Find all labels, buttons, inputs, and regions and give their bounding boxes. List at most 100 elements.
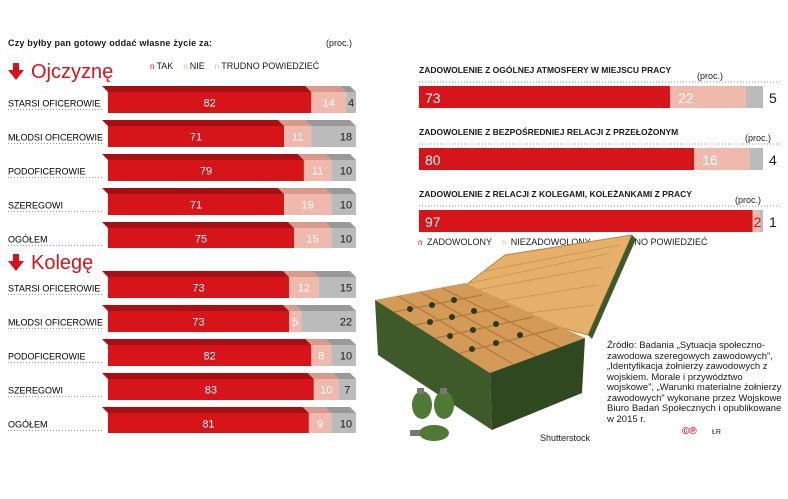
value-label-no: 9 — [317, 419, 323, 431]
unit-label-left: (proc.) — [326, 38, 353, 48]
bar-unsure — [318, 277, 356, 298]
bar-no — [289, 277, 319, 298]
satisfaction-bar-yes — [419, 148, 695, 170]
bar-top-face — [332, 373, 356, 379]
bar-top-face — [307, 373, 339, 379]
bar-top-face — [325, 222, 356, 228]
bar-yes — [108, 277, 290, 298]
value-label-yes: 83 — [205, 385, 217, 397]
bar-no — [308, 413, 332, 434]
satisfaction-category-label: ZADOWOLENIE Z RELACJI Z KOLEGAMI, KOLEŻA… — [419, 189, 692, 199]
bar-yes — [108, 345, 312, 366]
chart-colleague: STARSI OFICEROWIE 73 12 15 MŁODSI OFICEROWIE… — [0, 263, 370, 434]
row-label: STARSI OFICEROWIE — [8, 284, 100, 294]
bar-no — [313, 379, 339, 400]
bar-yes — [108, 311, 290, 332]
row-label: OGÓŁEM — [8, 235, 48, 245]
bar-unsure — [331, 413, 356, 434]
value-label-unsure: 10 — [340, 419, 352, 431]
bar-unsure — [311, 126, 356, 147]
bar-top-face — [102, 407, 309, 413]
legend-swatch-dissatisfied: n — [501, 238, 507, 247]
satisfaction-value-yes: 80 — [425, 152, 441, 168]
row-label: MŁODSI OFICEROWIE — [8, 133, 103, 143]
bar-top-face — [102, 86, 312, 92]
bar-top-face — [340, 86, 356, 92]
value-label-unsure: 4 — [348, 98, 354, 110]
value-label-unsure: 7 — [344, 385, 350, 397]
grenades-in-box — [407, 297, 523, 352]
value-label-yes: 75 — [195, 234, 207, 246]
bar-yes — [108, 228, 294, 249]
value-label-unsure: 10 — [340, 166, 352, 178]
value-label-yes: 73 — [192, 283, 204, 295]
legend-swatch-satisfied: n — [418, 238, 423, 247]
value-label-no: 8 — [318, 351, 324, 363]
bar-top-face — [305, 120, 356, 126]
box-front — [375, 300, 492, 430]
loose-grenades — [410, 388, 454, 441]
author-initials: ŁR — [712, 429, 721, 436]
satisfaction-bar-unsure — [749, 148, 763, 170]
bar-top-face — [312, 271, 356, 277]
bar-yes — [108, 92, 312, 113]
unit-label-right: (proc.) — [735, 195, 761, 205]
value-label-unsure: 10 — [340, 351, 352, 363]
ammo-box-illustration — [375, 234, 636, 441]
bar-top-face — [305, 339, 332, 345]
bar-top-face — [102, 154, 304, 160]
bar-top-face — [325, 154, 356, 160]
bar-no — [303, 160, 332, 181]
bar-top-face — [305, 86, 347, 92]
satisfaction-value-unsure: 1 — [769, 214, 777, 230]
value-label-yes: 73 — [192, 317, 204, 329]
satisfaction-value-no: 2 — [754, 214, 762, 230]
bar-top-face — [325, 188, 356, 194]
bar-no — [311, 345, 332, 366]
legend-swatch-yes: n — [150, 62, 155, 71]
value-label-no: 11 — [312, 166, 323, 178]
chart-homeland: STARSI OFICEROWIE 82 14 4 MŁODSI OFICEROWIE 7… — [0, 78, 370, 249]
legend-item-unsure: n TRUDNO POWIEDZIEĆ — [214, 61, 320, 71]
bar-top-face — [283, 305, 302, 311]
bar-unsure — [331, 194, 356, 215]
value-label-yes: 81 — [202, 419, 214, 431]
value-label-no: 12 — [298, 283, 310, 295]
bar-yes — [108, 126, 285, 147]
bar-yes — [108, 413, 309, 434]
bar-no — [289, 311, 302, 332]
satisfaction-bar-yes — [419, 210, 753, 232]
source-caption: Źródło: Badania „Sytuacja społeczno-zawo… — [607, 340, 782, 425]
bar-unsure — [331, 228, 356, 249]
satisfaction-bar-yes — [419, 86, 671, 108]
satisfaction-value-yes: 73 — [425, 90, 441, 106]
bar-top-face — [102, 222, 294, 228]
chart-satisfaction: ZADOWOLENIE Z OGÓLNEJ ATMOSFERY W MIEJSC… — [415, 62, 788, 252]
satisfaction-bar-unsure — [745, 86, 763, 108]
value-label-yes: 79 — [200, 166, 212, 178]
satisfaction-category-label: ZADOWOLENIE Z BEZPOŚREDNIEJ RELACJI Z PR… — [419, 126, 678, 137]
bar-top-face — [102, 305, 290, 311]
row-label: MŁODSI OFICEROWIE — [8, 318, 103, 328]
satisfaction-bar-no — [670, 86, 746, 108]
bar-no — [284, 194, 332, 215]
bar-unsure — [346, 92, 356, 113]
section-title-colleague: Kolegę — [31, 252, 94, 274]
bar-top-face — [102, 188, 285, 194]
question-title: Czy byłby pan gotowy oddać własne życie … — [8, 38, 213, 48]
satisfaction-bar-no — [694, 148, 750, 170]
legend-left: n TAK n NIE n TRUDNO POWIEDZIEĆ — [150, 61, 319, 71]
satisfaction-bar-unsure — [759, 210, 763, 232]
row-label: SZEREGOWI — [8, 386, 63, 396]
bar-unsure — [331, 345, 356, 366]
bar-top-face — [325, 339, 356, 345]
bar-no — [294, 228, 332, 249]
satisfaction-value-unsure: 5 — [769, 90, 777, 106]
value-label-yes: 71 — [190, 132, 202, 144]
value-label-no: 10 — [320, 385, 332, 397]
value-label-yes: 82 — [204, 98, 216, 110]
bar-top-face — [295, 305, 356, 311]
unit-label-right: (proc.) — [745, 133, 771, 143]
value-label-no: 11 — [292, 132, 303, 144]
bar-unsure — [301, 311, 356, 332]
